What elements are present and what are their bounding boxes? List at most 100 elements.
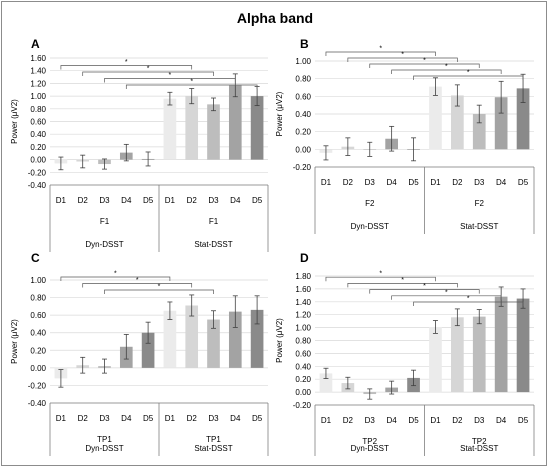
bar [141,332,155,368]
y-tick-label: -0.40 [28,181,47,190]
y-tick-label: 1.20 [30,79,46,88]
panel-label: D [300,251,309,265]
x-tick-label: D3 [208,196,219,205]
bar [450,95,464,150]
y-tick-label: -0.20 [293,163,312,172]
y-tick-label: -0.20 [293,401,312,410]
bar [207,319,220,368]
significance-bracket [104,78,236,83]
bar [450,317,464,393]
x-group-sub-label: F1 [209,217,219,226]
panel-label: C [31,251,40,265]
significance-bracket [413,75,524,80]
significance-bracket [325,276,436,282]
x-tick-label: D2 [187,414,198,423]
x-group-label: Stat-DSST [194,444,232,453]
y-tick-label: 1.40 [30,67,46,76]
y-tick-label: 0.20 [30,346,46,355]
x-tick-label: D5 [518,178,529,187]
significance-star: * [401,277,404,284]
y-tick-label: 0.60 [295,92,311,101]
x-tick-label: D2 [343,178,354,187]
x-group-label: Stat-DSST [460,222,498,231]
x-tick-label: D1 [321,178,332,187]
y-tick-label: -0.20 [28,381,47,390]
significance-bracket [82,71,214,76]
y-tick-label: 0.20 [295,375,311,384]
significance-bracket [391,295,502,300]
x-tick-label: D3 [365,416,376,425]
x-tick-label: D2 [452,178,463,187]
x-tick-label: D3 [99,196,110,205]
x-tick-label: D3 [365,178,376,187]
significance-star: * [158,284,161,291]
x-group-sub-label: TP1 [97,435,112,444]
x-tick-label: D1 [56,414,67,423]
significance-bracket [347,57,458,62]
significance-bracket [413,301,524,306]
x-tick-label: D4 [496,178,507,187]
x-tick-label: D2 [343,416,354,425]
significance-star: * [423,283,426,290]
x-tick-label: D5 [252,414,263,423]
x-tick-label: D4 [230,196,241,205]
x-tick-label: D3 [474,178,485,187]
x-group-label: Dyn-DSST [351,222,389,231]
y-tick-label: 0.60 [30,311,46,320]
y-tick-label: 0.80 [295,337,311,346]
y-axis-label: Power (μV2) [275,91,284,136]
y-tick-label: 0.20 [30,143,46,152]
significance-bracket [369,289,480,294]
y-axis-label: Power (μV2) [10,99,19,144]
significance-bracket [125,84,258,89]
y-tick-label: 0.40 [30,130,46,139]
bar [494,97,508,150]
significance-bracket [325,51,436,56]
bar [228,85,242,160]
significance-star: * [401,52,404,59]
significance-star: * [379,46,382,53]
y-tick-label: 0.80 [30,105,46,114]
bar [228,311,242,368]
y-tick-label: 0.40 [30,329,46,338]
y-tick-label: 0.80 [30,294,46,303]
panel-b: B 1.00 0.80 0.60 0.40 0.20 0.00 -0.20 Power (μV2… [275,37,535,234]
significance-star: * [445,64,448,71]
x-tick-label: D1 [56,196,67,205]
significance-bracket [369,63,480,68]
x-tick-label: D4 [387,178,398,187]
y-axis-label: Power (μV2) [275,318,284,363]
significance-bracket [391,69,502,74]
significance-star: * [445,289,448,296]
bar [429,86,442,150]
bar [163,98,177,160]
y-tick-label: 0.80 [295,75,311,84]
x-group-sub-label: F1 [100,217,110,226]
x-tick-label: D5 [518,416,529,425]
panel-a: A 1.60 1.40 1.20 1.00 0.80 0.60 0.40 0.20 0.00 -0.… [10,37,269,252]
y-tick-label: 1.60 [30,54,46,63]
significance-star: * [467,296,470,303]
x-tick-label: D3 [99,414,110,423]
significance-star: * [136,277,139,284]
significance-star: * [379,271,382,278]
x-group-sub-label: F2 [475,199,485,208]
y-tick-label: 0.00 [295,388,311,397]
panel-label: A [31,37,40,51]
x-tick-label: D2 [78,196,89,205]
bar [250,309,264,368]
x-tick-label: D5 [252,196,263,205]
significance-bracket [60,65,193,70]
y-tick-label: 1.00 [30,276,46,285]
bar [472,114,486,150]
x-tick-label: D1 [165,414,176,423]
x-group-label: Stat-DSST [194,240,232,249]
significance-bracket [60,276,171,281]
panel-c: C 1.00 0.80 0.60 0.40 0.20 0.00 -0.20 -0.40 Power… [10,251,269,456]
panel-d: D 1.80 1.60 1.40 1.20 1.00 0.80 0.60 0.40 0.20 0.0… [275,251,535,456]
x-group-label: Dyn-DSST [85,240,123,249]
y-tick-label: 1.00 [30,92,46,101]
x-group-sub-label: TP1 [206,435,221,444]
x-tick-label: D4 [121,196,132,205]
bar [185,305,199,368]
